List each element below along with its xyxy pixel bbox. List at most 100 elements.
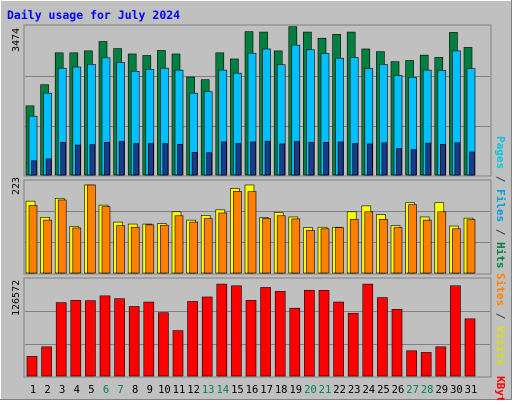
hits-legend: Pages / Files / Hits (494, 136, 507, 269)
bars (25, 26, 476, 377)
day-label: 14 (216, 384, 229, 396)
kbytes-bar (347, 312, 359, 377)
day-label: 5 (88, 384, 94, 396)
kbytes-bar (172, 330, 184, 377)
pages-bar (454, 142, 461, 176)
legend-sep-1: / (494, 169, 507, 189)
hits-ymax-label: 3474 (11, 28, 22, 52)
legend-sites: Sites (494, 273, 507, 306)
kbytes-bar (55, 302, 67, 377)
kbytes-bar (114, 298, 125, 377)
legend-visits: Visits (494, 326, 507, 366)
pages-bar (469, 151, 475, 176)
kbytes-bar (274, 291, 286, 377)
legend-sep-3: / (494, 306, 507, 326)
sites-bar (276, 215, 286, 274)
pages-bar (293, 141, 300, 176)
day-label: 3 (59, 384, 65, 396)
sites-bar (130, 226, 140, 274)
pages-bar (162, 143, 169, 176)
kbytes-bar (333, 301, 344, 377)
kbytes-bar (450, 285, 461, 377)
kbytes-bar (464, 318, 476, 377)
pages-bar (337, 141, 344, 176)
sites-bar (203, 218, 213, 274)
pages-bar (323, 142, 329, 176)
sites-bar (262, 218, 271, 274)
day-label: 26 (392, 384, 405, 396)
kbytes-bar (99, 295, 111, 377)
pages-bar (235, 143, 242, 176)
pages-bar (352, 143, 359, 176)
sites-bar (116, 225, 125, 274)
kbytes-bar (420, 352, 432, 377)
sites-bar (72, 227, 82, 274)
pages-bar (279, 143, 286, 176)
visits-ymax-label: 223 (11, 177, 22, 195)
day-label: 22 (333, 384, 346, 396)
day-label: 9 (147, 384, 153, 396)
sites-bar (28, 205, 38, 274)
pages-bar (89, 144, 96, 176)
day-label: 1 (30, 384, 36, 396)
kbytes-bar (41, 346, 52, 377)
day-label: 21 (319, 384, 332, 396)
day-label: 20 (304, 384, 317, 396)
day-label: 16 (246, 384, 259, 396)
sites-bar (160, 224, 169, 274)
pages-bar (308, 142, 315, 176)
pages-bar (133, 143, 139, 176)
kbytes-bar (304, 289, 315, 377)
sites-bar (422, 219, 432, 274)
legend-hits: Hits (494, 242, 507, 269)
kbytes-bar (289, 307, 301, 377)
sites-bar (247, 191, 257, 274)
day-label: 11 (173, 384, 186, 396)
legend-pages: Pages (494, 136, 507, 169)
pages-bar (366, 143, 373, 176)
sites-bar (291, 218, 301, 274)
pages-bar (410, 149, 417, 176)
sites-bar (145, 224, 155, 274)
kbytes-bar (435, 346, 447, 377)
day-label: 13 (202, 384, 215, 396)
pages-bar (191, 152, 198, 176)
pages-bar (75, 144, 81, 176)
sites-bar (189, 221, 198, 274)
day-label: 29 (435, 384, 448, 396)
pages-bar (60, 142, 67, 176)
sites-bar (57, 199, 67, 274)
sites-bar (87, 184, 96, 274)
visits-legend: Sites / Visits (494, 273, 507, 366)
pages-bar (104, 142, 110, 176)
day-label: 28 (421, 384, 434, 396)
kbytes-bar (231, 285, 242, 377)
kbytes-bar (245, 300, 257, 377)
day-label: 27 (406, 384, 419, 396)
day-label: 15 (231, 384, 244, 396)
kbytes-bar (187, 301, 198, 377)
kbytes-bar (143, 301, 155, 377)
kbytes-bar (260, 287, 271, 377)
chart-title: Daily usage for July 2024 (7, 8, 180, 22)
day-label: 6 (103, 384, 109, 396)
kbytes-bar (201, 296, 213, 377)
pages-bar (250, 141, 256, 176)
pages-bar (439, 143, 446, 176)
day-label: 30 (450, 384, 463, 396)
kbytes-bar (85, 300, 96, 377)
sites-bar (349, 219, 359, 274)
pages-bar (221, 141, 227, 176)
kbytes-bar (70, 300, 82, 377)
sites-bar (320, 228, 330, 274)
day-label: 18 (275, 384, 288, 396)
sites-bar (408, 204, 417, 274)
pages-bar (148, 143, 154, 176)
legend-kbytes: KBytes (494, 376, 507, 400)
kbytes-bar (406, 350, 417, 377)
sites-bar (335, 227, 344, 274)
pages-bar (206, 152, 212, 176)
day-label: 31 (465, 384, 478, 396)
day-label: 17 (260, 384, 273, 396)
